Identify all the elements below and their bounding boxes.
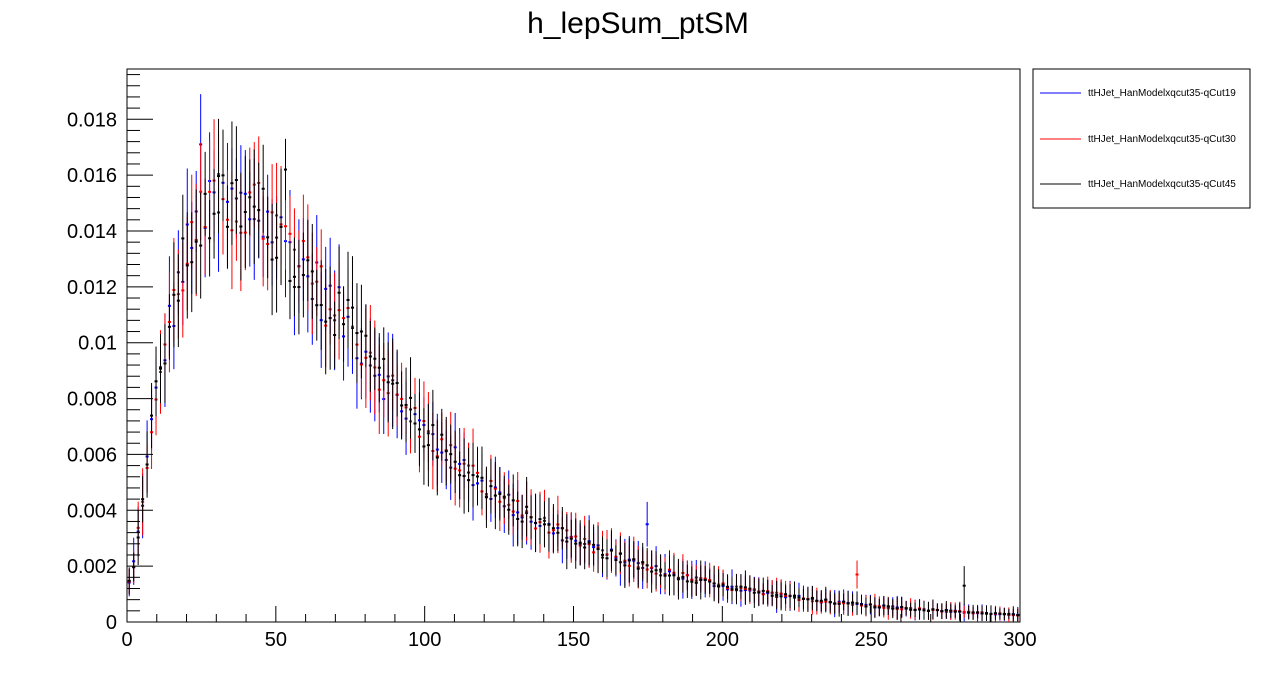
- legend: ttHJet_HanModelxqcut35-qCut19 ttHJet_Han…: [1032, 68, 1251, 209]
- x-tick-label: 300: [1003, 629, 1036, 651]
- legend-label-qcut19: ttHJet_HanModelxqcut35-qCut19: [1088, 88, 1236, 99]
- y-tick-label: 0.006: [67, 444, 117, 466]
- series-layer: [127, 94, 1020, 622]
- x-tick-label: 0: [121, 629, 132, 651]
- y-tick-label: 0: [106, 612, 117, 634]
- y-tick-label: 0.018: [67, 109, 117, 131]
- chart-title: h_lepSum_ptSM: [527, 7, 749, 40]
- y-tick-label: 0.016: [67, 165, 117, 187]
- y-tick-label: 0.008: [67, 389, 117, 411]
- y-tick-label: 0.01: [78, 333, 117, 355]
- x-tick-label: 100: [408, 629, 441, 651]
- y-tick-label: 0.014: [67, 221, 117, 243]
- series-1: [127, 119, 1020, 622]
- y-tick-label: 0.012: [67, 277, 117, 299]
- x-tick-label: 250: [854, 629, 887, 651]
- x-tick-label: 200: [706, 629, 739, 651]
- legend-label-qcut45: ttHJet_HanModelxqcut35-qCut45: [1088, 179, 1236, 190]
- x-tick-label: 150: [557, 629, 590, 651]
- axis-layer: 0 50 100 150 200 250 300 0 0.002 0.004 0.006 0.008 0…: [67, 74, 1037, 651]
- plot-frame: [126, 68, 1021, 623]
- legend-label-qcut30: ttHJet_HanModelxqcut35-qCut30: [1088, 134, 1236, 145]
- y-tick-label: 0.004: [67, 500, 117, 522]
- series-2: [127, 118, 1020, 622]
- y-tick-label: 0.002: [67, 556, 117, 578]
- series-0: [127, 94, 1020, 622]
- x-tick-label: 50: [265, 629, 287, 651]
